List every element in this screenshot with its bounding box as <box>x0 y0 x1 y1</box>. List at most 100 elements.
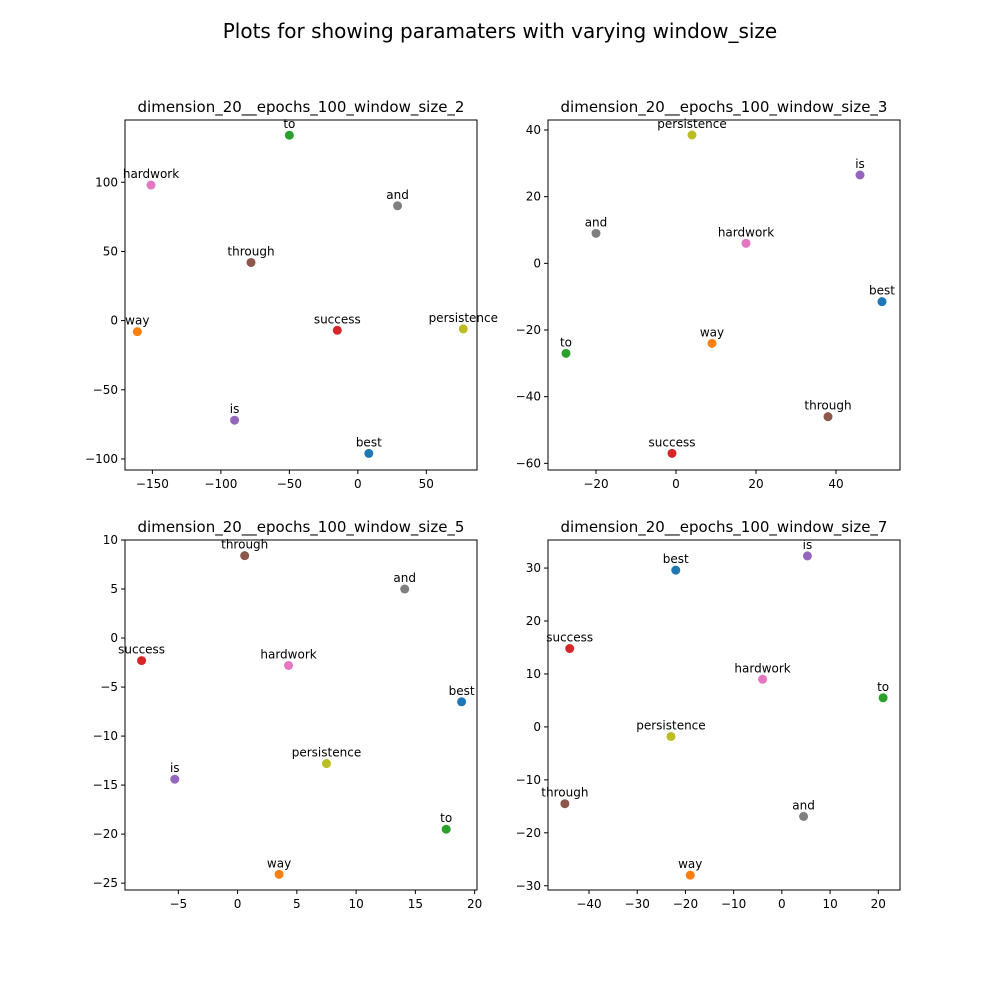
point-label-hardwork: hardwork <box>260 647 316 661</box>
point-is <box>855 170 865 180</box>
subplot-title: dimension_20__epochs_100_window_size_7 <box>561 518 888 537</box>
point-best <box>457 697 467 707</box>
point-is <box>230 415 240 425</box>
point-through <box>823 412 833 422</box>
point-label-through: through <box>227 244 274 258</box>
point-way <box>685 870 695 880</box>
point-and <box>393 201 403 211</box>
x-tick-label: 5 <box>293 897 301 911</box>
point-hardwork <box>284 660 294 670</box>
x-tick-label: −30 <box>625 897 650 911</box>
x-tick-label: 0 <box>672 477 680 491</box>
y-tick-label: 30 <box>526 561 541 575</box>
point-label-persistence: persistence <box>657 117 726 131</box>
x-tick-label: −10 <box>721 897 746 911</box>
point-label-to: to <box>560 335 572 349</box>
x-tick-label: −20 <box>673 897 698 911</box>
x-tick-label: 0 <box>778 897 786 911</box>
point-hardwork <box>758 674 768 684</box>
subplot-3: dimension_20__epochs_100_window_size_5 −5… <box>93 518 483 911</box>
point-label-success: success <box>649 435 696 449</box>
y-tick-label: −50 <box>93 383 118 397</box>
point-way <box>132 327 142 337</box>
x-tick-label: 15 <box>408 897 423 911</box>
point-label-success: success <box>118 643 165 657</box>
point-label-success: success <box>546 631 593 645</box>
y-tick-label: 40 <box>526 123 541 137</box>
point-label-best: best <box>869 284 895 298</box>
y-tick-label: −10 <box>516 773 541 787</box>
y-tick-label: 5 <box>110 582 118 596</box>
y-tick-label: −40 <box>516 390 541 404</box>
y-tick-label: 0 <box>533 256 541 270</box>
point-label-way: way <box>678 857 702 871</box>
x-tick-label: −20 <box>583 477 608 491</box>
point-label-is: is <box>855 157 865 171</box>
y-tick-label: −5 <box>100 680 118 694</box>
subplot-title: dimension_20__epochs_100_window_size_5 <box>138 518 465 537</box>
y-tick-label: −60 <box>516 456 541 470</box>
y-tick-label: 10 <box>103 533 118 547</box>
point-success <box>332 325 342 335</box>
point-persistence <box>458 324 468 334</box>
point-best <box>364 448 374 458</box>
point-label-hardwork: hardwork <box>734 661 790 675</box>
point-way <box>707 338 717 348</box>
point-label-through: through <box>221 538 268 552</box>
point-through <box>240 551 250 561</box>
x-tick-label: −100 <box>204 477 237 491</box>
plot-frame <box>124 539 478 891</box>
subplot-1: dimension_20__epochs_100_window_size_2 −1… <box>85 98 498 491</box>
y-tick-label: 0 <box>110 631 118 645</box>
x-tick-label: −5 <box>169 897 187 911</box>
point-label-way: way <box>267 856 291 870</box>
point-hardwork <box>146 180 156 190</box>
point-through <box>246 257 256 267</box>
point-persistence <box>666 731 676 741</box>
plot-frame <box>547 119 901 471</box>
point-label-hardwork: hardwork <box>123 167 179 181</box>
point-through <box>560 799 570 809</box>
x-tick-label: 10 <box>348 897 363 911</box>
x-tick-label: −40 <box>576 897 601 911</box>
point-label-to: to <box>877 680 889 694</box>
subplot-title: dimension_20__epochs_100_window_size_3 <box>561 98 888 117</box>
point-label-is: is <box>230 402 240 416</box>
x-tick-label: 0 <box>234 897 242 911</box>
point-way <box>274 869 284 879</box>
y-tick-label: 100 <box>95 175 118 189</box>
point-label-and: and <box>386 188 409 202</box>
point-label-best: best <box>449 684 475 698</box>
point-best <box>671 565 681 575</box>
plot-frame <box>124 119 478 471</box>
plot-frame <box>547 539 901 891</box>
y-tick-label: −20 <box>93 827 118 841</box>
point-to <box>878 693 888 703</box>
point-success <box>137 656 147 666</box>
point-and <box>591 228 601 238</box>
subplot-title: dimension_20__epochs_100_window_size_2 <box>138 98 465 117</box>
x-tick-label: −50 <box>277 477 302 491</box>
point-label-hardwork: hardwork <box>718 225 774 239</box>
y-tick-label: −20 <box>516 826 541 840</box>
point-and <box>799 811 809 821</box>
x-tick-label: 0 <box>354 477 362 491</box>
point-label-success: success <box>314 312 361 326</box>
point-label-through: through <box>541 786 588 800</box>
y-tick-label: −10 <box>93 729 118 743</box>
point-label-to: to <box>283 117 295 131</box>
point-is <box>802 551 812 561</box>
point-persistence <box>687 130 697 140</box>
point-label-persistence: persistence <box>429 311 498 325</box>
point-label-persistence: persistence <box>636 718 705 732</box>
point-success <box>565 644 575 654</box>
point-label-way: way <box>700 325 724 339</box>
y-tick-label: 10 <box>526 667 541 681</box>
point-label-best: best <box>356 435 382 449</box>
x-tick-label: 20 <box>871 897 886 911</box>
x-tick-label: 10 <box>822 897 837 911</box>
y-tick-label: 50 <box>103 244 118 258</box>
point-label-and: and <box>792 798 815 812</box>
subplot-4: dimension_20__epochs_100_window_size_7 −4… <box>516 518 901 911</box>
